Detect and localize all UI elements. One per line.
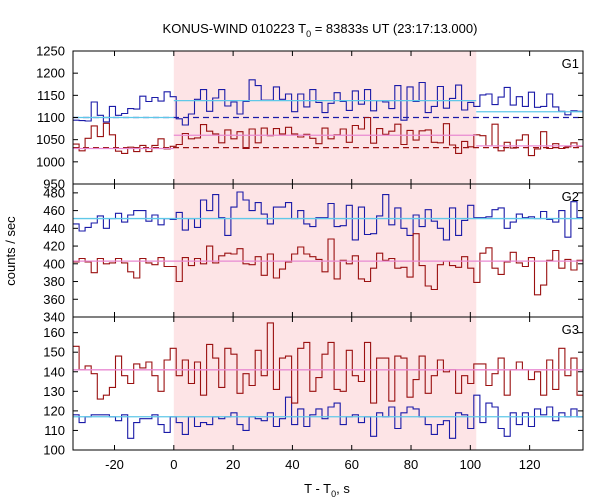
y-tick-label: 1050	[36, 132, 65, 147]
y-tick-label: 440	[43, 221, 65, 236]
count-rate-histogram	[73, 233, 583, 296]
panel-label: G3	[562, 322, 579, 337]
y-tick-label: 1000	[36, 154, 65, 169]
series-group	[73, 191, 583, 296]
y-tick-label: 380	[43, 274, 65, 289]
y-tick-label: 1100	[37, 110, 65, 125]
x-tick-label: -20	[105, 457, 124, 472]
count-rate-histogram	[73, 79, 583, 126]
y-tick-label: 100	[43, 443, 65, 458]
count-rate-histogram	[73, 322, 583, 404]
x-tick-label: 60	[344, 457, 358, 472]
y-tick-label: 400	[43, 256, 65, 271]
y-tick-label: 1150	[37, 88, 65, 103]
figure-title: KONUS-WIND 010223 T0 = 83833s UT (23:17:…	[163, 21, 478, 39]
x-tick-label: 80	[404, 457, 418, 472]
y-tick-label: 160	[43, 325, 65, 340]
y-tick-label: 150	[43, 345, 65, 360]
y-tick-label: 480	[43, 185, 65, 200]
x-tick-label: 40	[285, 457, 299, 472]
count-rate-histogram	[73, 394, 583, 439]
y-tick-label: 1200	[36, 66, 65, 81]
x-axis-label: T - T0, s	[304, 481, 350, 499]
y-tick-label: 120	[43, 403, 65, 418]
y-tick-label: 340	[43, 310, 65, 325]
panel-label: G2	[562, 189, 579, 204]
x-tick-label: 0	[170, 457, 177, 472]
panel-g2: 340 360 380 400 420 440 460 480 G2	[43, 183, 584, 325]
y-tick-label: 1250	[36, 44, 65, 59]
y-tick-label: 360	[43, 292, 65, 307]
signal-interval-shade	[173, 317, 477, 450]
panel-g1: 950 1000 1050 1100 1150 1200 1250 G1	[36, 44, 584, 192]
panels-group: 950100010501100115012001250G134036038040…	[36, 44, 584, 472]
panel-g3: -20 0 20 40 60 80 100 120 100 110 120 130 140 150 160 G…	[43, 316, 584, 472]
y-tick-label: 130	[43, 384, 65, 399]
y-axis-label: counts / sec	[3, 216, 18, 286]
y-tick-label: 950	[43, 177, 65, 192]
x-tick-label: 100	[459, 457, 481, 472]
y-tick-label: 140	[43, 364, 65, 379]
x-tick-label: 20	[226, 457, 240, 472]
signal-interval-shade	[173, 184, 477, 317]
panel-label: G1	[562, 56, 579, 71]
x-tick-label: 120	[519, 457, 541, 472]
panel-frame	[72, 316, 584, 451]
y-tick-label: 460	[43, 203, 65, 218]
y-tick-label: 420	[43, 239, 65, 254]
series-group	[73, 322, 583, 439]
series-group	[73, 79, 583, 157]
y-tick-label: 110	[44, 423, 65, 438]
